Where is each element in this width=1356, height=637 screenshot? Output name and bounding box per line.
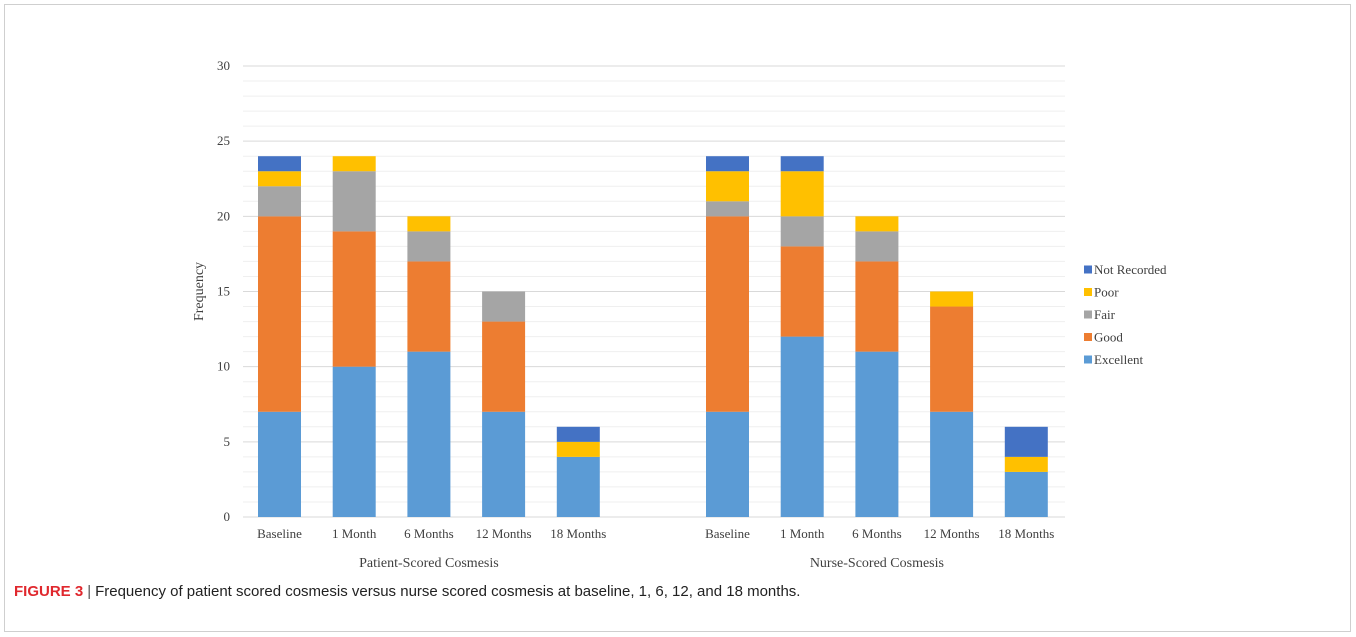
legend-label: Fair (1094, 307, 1116, 322)
caption-label: FIGURE 3 (14, 583, 84, 600)
bar-segment-excellent (407, 351, 451, 517)
bar-segment-good (930, 306, 974, 412)
bar-segment-excellent (1004, 471, 1048, 517)
axis-labels: 0 5 10 15 20 25 30 Frequency Baseline 1 Month 6 Mo… (192, 58, 1054, 571)
bar-segment-poor (332, 156, 376, 172)
bar-segment-not-recorded (556, 426, 600, 442)
x-tick-label: 1 Month (780, 526, 825, 541)
bar-segment-good (407, 261, 451, 352)
legend-swatch (1084, 288, 1092, 296)
y-tick-label: 5 (224, 434, 231, 449)
legend-label: Poor (1094, 285, 1119, 300)
bar-segment-not-recorded (706, 156, 749, 172)
x-tick-label: 6 Months (404, 526, 453, 541)
bar-segment-excellent (780, 336, 824, 517)
bar-segment-good (332, 231, 376, 367)
bar-segment-poor (930, 291, 974, 307)
bar-segment-excellent (332, 366, 376, 517)
x-tick-label: Baseline (705, 526, 750, 541)
bar-segment-fair (258, 186, 301, 217)
y-tick-label: 15 (217, 284, 230, 299)
y-axis-title: Frequency (192, 262, 207, 321)
y-tick-label: 25 (217, 133, 230, 148)
legend: Not Recorded Poor Fair Good Excellent (1084, 262, 1167, 367)
x-tick-label: 18 Months (998, 526, 1054, 541)
x-tick-label: 18 Months (550, 526, 606, 541)
legend-swatch (1084, 310, 1092, 319)
x-tick-label: Baseline (257, 526, 302, 541)
legend-label: Excellent (1094, 352, 1143, 367)
y-tick-label: 10 (217, 359, 230, 374)
legend-label: Not Recorded (1094, 262, 1167, 277)
x-tick-label: 1 Month (332, 526, 377, 541)
group-label: Patient-Scored Cosmesis (359, 556, 499, 571)
bar-segment-excellent (706, 411, 749, 517)
bar-segment-fair (780, 216, 824, 247)
legend-swatch (1084, 265, 1092, 274)
y-tick-label: 30 (217, 58, 230, 73)
bar-segment-fair (332, 171, 376, 232)
group-label: Nurse-Scored Cosmesis (810, 556, 944, 571)
y-tick-label: 20 (217, 208, 230, 223)
legend-label: Good (1094, 330, 1123, 345)
bar-segment-not-recorded (258, 156, 301, 172)
bar-segment-good (706, 216, 749, 412)
bar-segment-not-recorded (780, 156, 824, 172)
figure-caption: FIGURE 3 | Frequency of patient scored cos… (14, 583, 1334, 600)
caption-separator: | (87, 583, 92, 600)
bar-segment-fair (855, 231, 899, 262)
bar-segment-excellent (855, 351, 899, 517)
bar-segment-fair (482, 291, 526, 322)
x-tick-label: 6 Months (852, 526, 901, 541)
x-tick-label: 12 Months (476, 526, 532, 541)
x-tick-label: 12 Months (924, 526, 980, 541)
bar-segment-poor (556, 441, 600, 457)
bar-segment-good (855, 261, 899, 352)
bar-segment-fair (706, 201, 749, 217)
bar-segment-poor (258, 171, 301, 187)
bars (258, 156, 1048, 517)
bar-segment-poor (1004, 456, 1048, 472)
bar-segment-not-recorded (1004, 426, 1048, 457)
bar-segment-fair (407, 231, 451, 262)
bar-segment-excellent (482, 411, 526, 517)
bar-segment-good (258, 216, 301, 412)
y-tick-label: 0 (224, 509, 231, 524)
bar-segment-poor (706, 171, 749, 202)
bar-segment-poor (780, 171, 824, 217)
bar-segment-good (482, 321, 526, 412)
gridlines (243, 65, 1065, 518)
bar-segment-excellent (930, 411, 974, 517)
bar-segment-good (780, 246, 824, 337)
bar-segment-excellent (556, 456, 600, 517)
caption-text: Frequency of patient scored cosmesis ver… (95, 583, 801, 600)
legend-swatch (1084, 333, 1092, 341)
bar-segment-poor (407, 216, 451, 232)
bar-segment-poor (855, 216, 899, 232)
legend-swatch (1084, 355, 1092, 364)
figure-frame (4, 4, 1351, 632)
bar-segment-excellent (258, 411, 301, 517)
